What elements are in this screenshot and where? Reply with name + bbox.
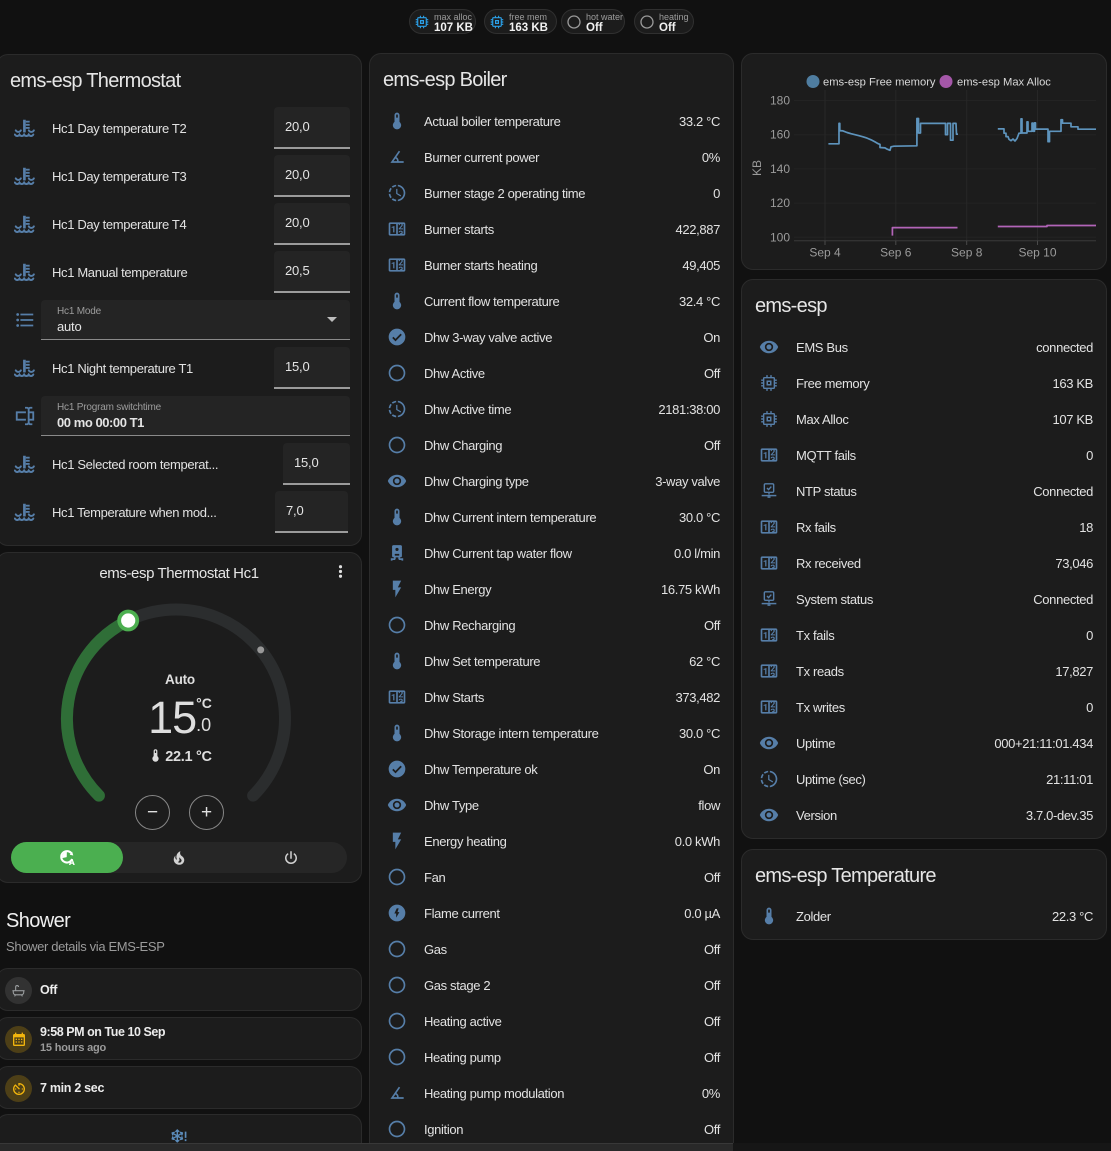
svg-text:KB: KB: [750, 160, 764, 176]
svg-text:Sep 10: Sep 10: [1018, 246, 1056, 260]
svg-text:100: 100: [770, 230, 790, 244]
svg-text:ems-esp Max Alloc: ems-esp Max Alloc: [957, 77, 1051, 89]
svg-text:ems-esp Free memory: ems-esp Free memory: [823, 77, 936, 89]
svg-text:Sep 6: Sep 6: [880, 246, 912, 260]
svg-text:140: 140: [770, 162, 790, 176]
svg-text:160: 160: [770, 128, 790, 142]
svg-text:Sep 4: Sep 4: [809, 246, 841, 260]
svg-text:180: 180: [770, 94, 790, 108]
svg-text:120: 120: [770, 196, 790, 210]
svg-text:Sep 8: Sep 8: [951, 246, 983, 260]
